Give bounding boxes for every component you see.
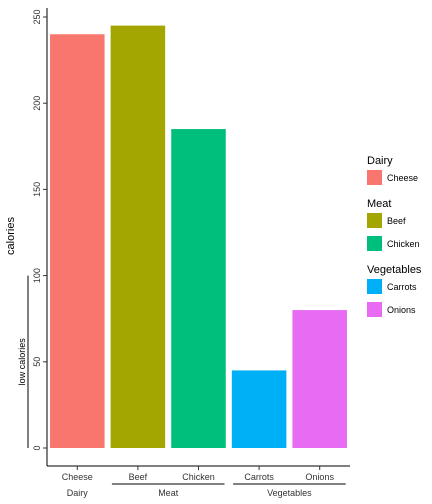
bars-layer: [50, 25, 347, 449]
legend-label-beef: Beef: [387, 216, 406, 226]
y-tick-label: 150: [32, 182, 42, 197]
x-tick-label-beef: Beef: [129, 472, 148, 482]
bar-beef: [110, 25, 166, 449]
legend-title-vegetables: Vegetables: [367, 264, 422, 276]
y-axis-ticks: 0 50 100 150 200 250: [32, 9, 47, 451]
x-tick-label-onions: Onions: [305, 472, 334, 482]
y-tick-label: 50: [32, 357, 42, 367]
low-calories-label: low calories: [17, 338, 27, 386]
legend-label-chicken: Chicken: [387, 239, 420, 249]
low-calories-annotation: low calories: [17, 275, 29, 448]
group-label-vegetables: Vegetables: [267, 488, 312, 498]
y-tick-label: 200: [32, 96, 42, 111]
x-axis-groups: Dairy Meat Vegetables: [67, 483, 346, 498]
plot-area: 0 50 100 150 200 250 Cheese Beef Chicken Carrots…: [32, 8, 350, 498]
y-tick-label: 250: [32, 9, 42, 24]
group-label-dairy: Dairy: [67, 488, 89, 498]
legend-swatch-cheese: [367, 170, 382, 185]
legend-title-meat: Meat: [367, 198, 391, 210]
y-tick-label: 100: [32, 268, 42, 283]
legend-swatch-carrots: [367, 279, 382, 294]
bar-carrots: [231, 370, 287, 448]
bar-onions: [292, 310, 347, 448]
group-label-meat: Meat: [158, 488, 179, 498]
x-tick-label-carrots: Carrots: [244, 472, 274, 482]
legend-label-carrots: Carrots: [387, 282, 417, 292]
bar-cheese: [50, 34, 105, 449]
x-tick-label-cheese: Cheese: [62, 472, 93, 482]
legend-swatch-beef: [367, 213, 382, 228]
y-tick-label: 0: [32, 445, 42, 450]
x-tick-label-chicken: Chicken: [182, 472, 215, 482]
y-axis-title: calories: [5, 217, 17, 255]
bar-chicken: [171, 129, 226, 448]
legend: Dairy Cheese Meat Beef Chicken Vegetables Carr…: [367, 155, 422, 317]
legend-swatch-chicken: [367, 236, 382, 251]
legend-label-onions: Onions: [387, 305, 416, 315]
legend-label-cheese: Cheese: [387, 173, 418, 183]
legend-title-dairy: Dairy: [367, 155, 393, 167]
legend-swatch-onions: [367, 302, 382, 317]
x-axis-ticks: Cheese Beef Chicken Carrots Onions: [62, 466, 334, 482]
